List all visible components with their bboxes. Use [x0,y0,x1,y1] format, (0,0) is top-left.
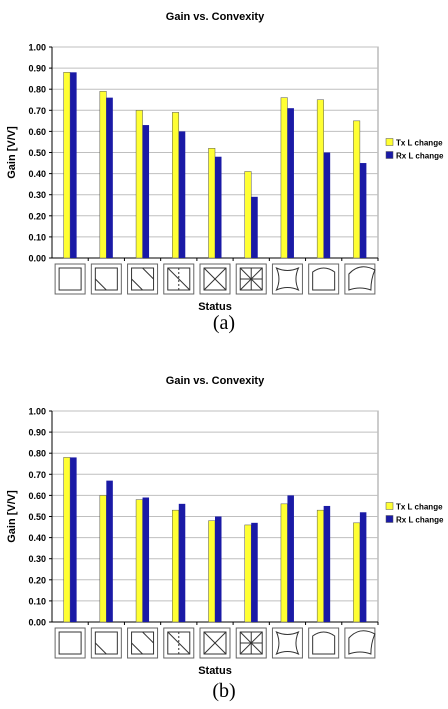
bar-a-rx-l-change-9 [359,163,367,258]
chart-panel-a: Gain vs. Convexity 0.00 0.10 0.20 0.30 0.40 0.… [0,0,448,345]
bar-a-rx-l-change-4 [178,131,186,258]
chart-panel-b: Gain vs. Convexity 0.00 0.10 0.20 0.30 0.40 0.… [0,364,448,709]
y-tick-label-b-0: 0.00 [28,618,46,628]
bar-a-rx-l-change-8 [323,152,331,258]
bar-a-tx-l-change-6 [244,171,252,259]
chart-a: Gain vs. Convexity 0.00 0.10 0.20 0.30 0.40 0.… [6,11,444,313]
bar-a-tx-l-change-1 [63,72,71,259]
bar-a-tx-l-change-2 [99,91,107,259]
bar-b-rx-l-change-1 [70,457,77,622]
fold-diagonals-icon-b [199,627,231,659]
bar-a-tx-l-change-5 [208,148,216,259]
y-axis-label-b: Gain [V/V] [6,490,18,543]
bar-a-rx-l-change-1 [70,72,77,258]
y-tick-label-b-8: 0.80 [28,449,46,459]
legend-swatch-a-2 [385,151,394,159]
bar-b-tx-l-change-2 [99,495,107,623]
concave-icon-a [271,263,303,295]
bar-b-rx-l-change-5 [215,516,222,622]
bar-a-rx-l-change-5 [215,156,222,258]
fold-star-icon-a [235,263,267,295]
bar-a-rx-l-change-7 [287,108,294,258]
square-icon-a [54,263,86,295]
convex-top-icon-a [308,263,340,295]
fold-diagonals-icon-a [199,263,231,295]
y-tick-label-a-10: 1.00 [28,43,46,53]
bar-a-rx-l-change-6 [251,196,258,258]
fold-cross-icon-b [163,627,195,659]
y-axis-label-a: Gain [V/V] [6,126,18,179]
bar-b-tx-l-change-6 [244,524,252,623]
legend-swatch-b-1 [385,502,394,510]
y-tick-label-b-3: 0.30 [28,554,46,564]
y-tick-label-a-3: 0.30 [28,190,46,200]
bar-b-rx-l-change-8 [323,505,331,622]
y-tick-label-b-10: 1.00 [28,407,46,417]
bar-b-rx-l-change-2 [106,480,113,622]
chart-b: Gain vs. Convexity 0.00 0.10 0.20 0.30 0.40 0.… [6,375,444,677]
y-tick-label-a-7: 0.70 [28,106,46,116]
bar-b-rx-l-change-3 [142,497,150,622]
y-tick-label-a-9: 0.90 [28,64,46,74]
bar-b-tx-l-change-1 [63,457,71,623]
bar-b-tx-l-change-3 [135,499,143,623]
bar-b-rx-l-change-4 [178,503,186,622]
bar-a-tx-l-change-8 [316,99,324,259]
y-tick-label-b-1: 0.10 [28,596,46,606]
legend-swatch-a-1 [385,138,394,146]
y-tick-label-b-6: 0.60 [28,491,46,501]
fold-star-icon-b [235,627,267,659]
bar-b-rx-l-change-6 [251,522,258,622]
fold-cross-icon-a [163,263,195,295]
y-tick-label-b-7: 0.70 [28,470,46,480]
convex-full-icon-b [344,627,376,659]
bar-b-rx-l-change-9 [359,512,367,622]
y-tick-label-a-0: 0.00 [28,254,46,264]
bar-b-tx-l-change-9 [353,522,361,623]
bar-a-tx-l-change-7 [280,97,288,259]
y-tick-label-b-2: 0.20 [28,575,46,585]
bar-b-tx-l-change-4 [172,509,180,623]
legend-label-a-2: Rx L change [396,152,444,161]
convex-full-icon-a [344,263,376,295]
chart-title-b: Gain vs. Convexity [166,375,265,387]
bar-a-rx-l-change-3 [142,125,150,258]
fold-two-corners-icon-b [127,627,159,659]
caption-a: (a) [212,312,236,334]
y-tick-label-b-9: 0.90 [28,428,46,438]
legend-swatch-b-2 [385,515,394,523]
concave-icon-b [271,627,303,659]
y-tick-label-b-4: 0.40 [28,533,46,543]
x-axis-label-a: Status [198,301,232,313]
y-tick-label-a-1: 0.10 [28,232,46,242]
legend-label-b-1: Tx L change [396,503,443,512]
fold-corner-icon-b [90,627,122,659]
bar-a-tx-l-change-4 [172,112,180,259]
y-tick-label-b-5: 0.50 [28,512,46,522]
square-icon-b [54,627,86,659]
y-tick-label-a-6: 0.60 [28,127,46,137]
bar-b-tx-l-change-8 [316,509,324,623]
fold-two-corners-icon-a [127,263,159,295]
legend-label-b-2: Rx L change [396,516,444,525]
bar-b-rx-l-change-7 [287,495,294,622]
convex-top-icon-b [308,627,340,659]
bar-a-tx-l-change-9 [353,120,361,259]
y-tick-label-a-2: 0.20 [28,211,46,221]
legend-label-a-1: Tx L change [396,139,443,148]
bar-b-tx-l-change-5 [208,520,216,623]
y-tick-label-a-4: 0.40 [28,169,46,179]
bar-a-rx-l-change-2 [106,97,113,258]
y-tick-label-a-5: 0.50 [28,148,46,158]
y-tick-label-a-8: 0.80 [28,85,46,95]
caption-b: (b) [212,680,236,702]
fold-corner-icon-a [90,263,122,295]
bar-a-tx-l-change-3 [135,110,143,259]
chart-title-a: Gain vs. Convexity [166,11,265,23]
x-axis-label-b: Status [198,665,232,677]
bar-b-tx-l-change-7 [280,503,288,623]
